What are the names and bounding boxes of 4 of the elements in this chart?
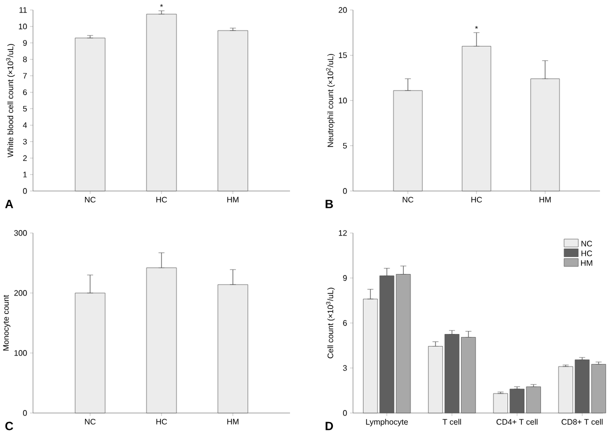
text: B [326,200,333,208]
text: A [5,200,14,208]
text: C [5,422,14,430]
text: D [326,422,333,430]
